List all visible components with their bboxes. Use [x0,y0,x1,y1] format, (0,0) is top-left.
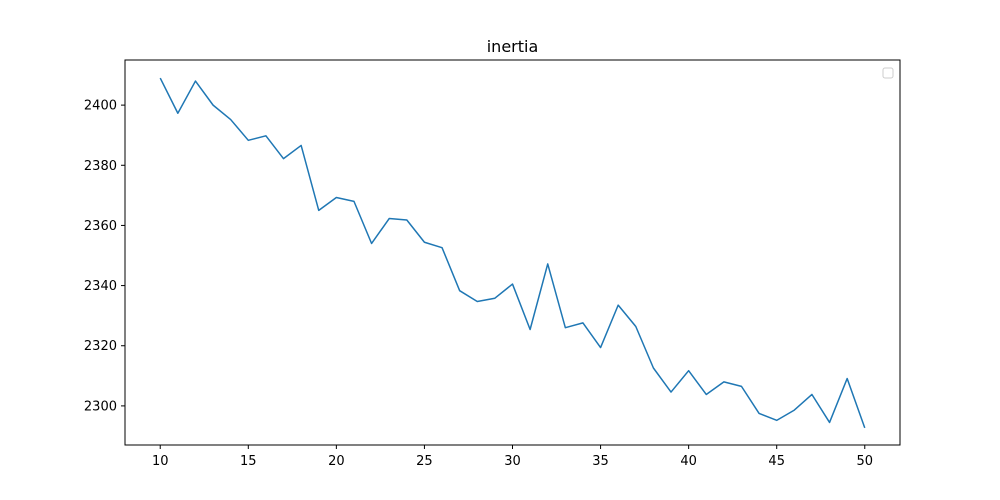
y-tick-label: 2300 [84,399,117,414]
x-tick-label: 10 [152,454,169,469]
data-point [493,297,496,300]
data-point [775,419,778,422]
data-point [546,262,549,265]
x-tick-label: 35 [592,454,609,469]
series-layer [159,77,866,429]
data-point [863,426,866,429]
data-point [617,304,620,307]
data-point [405,219,408,222]
x-tick-label: 30 [504,454,521,469]
x-tick-label: 40 [680,454,697,469]
data-point [476,300,479,303]
data-point [388,217,391,220]
data-point [194,80,197,83]
series-0 [159,77,866,429]
y-tick-label: 2360 [84,219,117,234]
data-point [335,196,338,199]
x-tick-label: 50 [856,454,873,469]
data-point [828,421,831,424]
data-point [652,367,655,370]
data-point [458,289,461,292]
x-tick-label: 25 [416,454,433,469]
y-tick-label: 2400 [84,99,117,114]
data-point [564,326,567,329]
series-line [159,77,866,429]
data-point [581,321,584,324]
chart-title: inertia [487,37,539,56]
x-tick-label: 45 [768,454,785,469]
data-point [705,393,708,396]
x-tick-label: 20 [328,454,345,469]
data-point [793,409,796,412]
legend-box [882,67,894,79]
data-point [687,369,690,372]
data-point [176,112,179,115]
axes-frame [124,59,901,446]
y-tick-label: 2380 [84,159,117,174]
x-tick-label: 15 [240,454,257,469]
data-point [634,325,637,328]
data-point [370,242,373,245]
data-point [159,77,162,80]
data-point [212,104,215,107]
data-point [599,346,602,349]
data-point [264,134,267,137]
data-point [352,200,355,203]
data-point [758,412,761,415]
data-point [670,391,673,394]
data-point [300,144,303,147]
axis-ticks: 10 15 20 25 30 35 40 45 50 2300 2320 2340 2360 2380 24… [84,99,873,469]
data-point [282,157,285,160]
data-point [846,377,849,380]
y-tick-label: 2320 [84,339,117,354]
data-point [529,328,532,331]
data-point [441,246,444,249]
data-point [740,385,743,388]
data-point [810,393,813,396]
data-point [247,139,250,142]
data-point [229,118,232,121]
data-point [511,283,514,286]
y-tick-label: 2340 [84,279,117,294]
data-point [317,209,320,212]
data-point [722,380,725,383]
data-point [423,241,426,244]
